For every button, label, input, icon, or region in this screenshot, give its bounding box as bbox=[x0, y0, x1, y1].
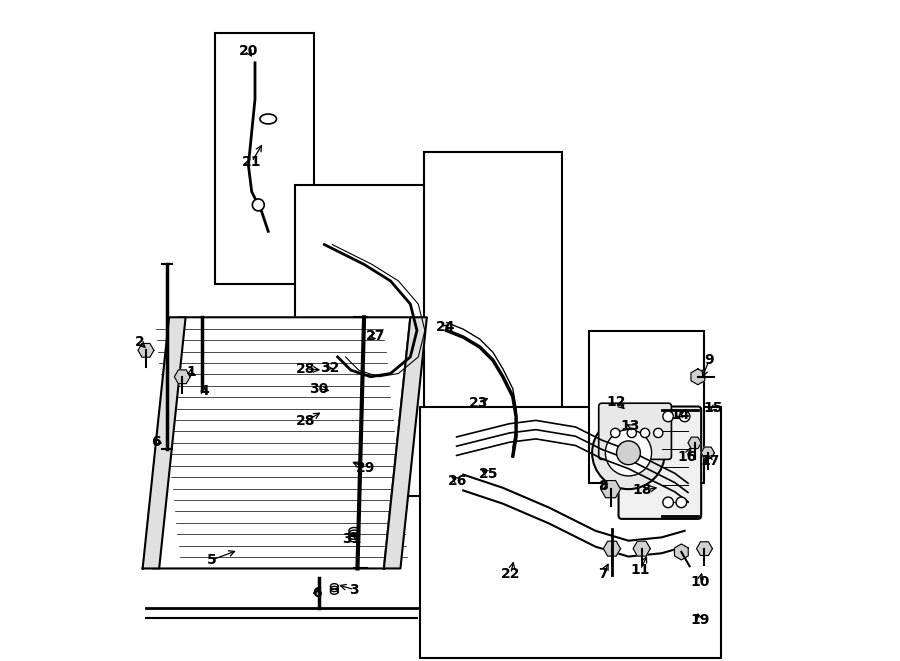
Polygon shape bbox=[674, 544, 688, 560]
Text: 4: 4 bbox=[199, 384, 209, 399]
Circle shape bbox=[627, 428, 636, 438]
Text: 21: 21 bbox=[242, 155, 262, 169]
Text: 28: 28 bbox=[296, 362, 316, 376]
Polygon shape bbox=[600, 481, 620, 498]
Text: 30: 30 bbox=[310, 381, 328, 396]
Circle shape bbox=[606, 430, 652, 476]
Text: 24: 24 bbox=[436, 320, 455, 334]
Text: 1: 1 bbox=[186, 365, 196, 379]
Polygon shape bbox=[603, 541, 620, 556]
Polygon shape bbox=[697, 542, 713, 555]
Text: 6: 6 bbox=[151, 434, 161, 449]
Text: 10: 10 bbox=[690, 574, 709, 589]
Polygon shape bbox=[688, 437, 701, 449]
Polygon shape bbox=[701, 447, 715, 459]
Polygon shape bbox=[633, 541, 651, 556]
Text: 32: 32 bbox=[320, 361, 339, 375]
Bar bbox=[420, 407, 721, 658]
Polygon shape bbox=[142, 317, 185, 568]
Circle shape bbox=[653, 428, 662, 438]
Bar bbox=[589, 330, 705, 483]
Text: 18: 18 bbox=[632, 483, 652, 498]
Polygon shape bbox=[384, 317, 427, 568]
Circle shape bbox=[676, 497, 687, 508]
Text: 19: 19 bbox=[690, 613, 709, 627]
Circle shape bbox=[592, 416, 665, 489]
Text: 14: 14 bbox=[670, 408, 689, 422]
Circle shape bbox=[662, 497, 673, 508]
Text: 28: 28 bbox=[296, 414, 316, 428]
Text: 23: 23 bbox=[469, 396, 488, 410]
FancyBboxPatch shape bbox=[618, 407, 701, 519]
Text: 8: 8 bbox=[598, 479, 608, 493]
Polygon shape bbox=[691, 369, 705, 385]
Text: 3: 3 bbox=[349, 582, 359, 597]
Text: 29: 29 bbox=[356, 461, 375, 475]
Circle shape bbox=[680, 411, 690, 422]
Polygon shape bbox=[175, 370, 190, 383]
Circle shape bbox=[610, 428, 620, 438]
Polygon shape bbox=[138, 344, 154, 357]
Bar bbox=[294, 185, 430, 496]
Bar bbox=[424, 152, 562, 496]
Text: 7: 7 bbox=[598, 566, 608, 581]
Text: 17: 17 bbox=[700, 454, 719, 469]
Text: 15: 15 bbox=[703, 401, 723, 416]
Text: 12: 12 bbox=[607, 395, 626, 409]
Text: 13: 13 bbox=[621, 419, 640, 434]
FancyBboxPatch shape bbox=[598, 403, 671, 459]
Text: 20: 20 bbox=[238, 44, 258, 58]
Ellipse shape bbox=[260, 114, 276, 124]
Circle shape bbox=[616, 441, 641, 465]
Text: 22: 22 bbox=[501, 566, 520, 581]
Polygon shape bbox=[153, 317, 410, 568]
Circle shape bbox=[641, 428, 650, 438]
Text: 16: 16 bbox=[677, 450, 697, 465]
Text: 6: 6 bbox=[311, 586, 321, 600]
Bar bbox=[215, 33, 314, 284]
Text: 9: 9 bbox=[705, 353, 714, 368]
Text: 2: 2 bbox=[134, 334, 144, 349]
Text: 11: 11 bbox=[631, 563, 650, 577]
Circle shape bbox=[662, 411, 673, 422]
Text: 27: 27 bbox=[365, 329, 385, 343]
Text: 26: 26 bbox=[448, 474, 468, 488]
Text: 5: 5 bbox=[207, 553, 217, 567]
Ellipse shape bbox=[252, 199, 265, 211]
Text: 25: 25 bbox=[479, 467, 498, 481]
Text: 31: 31 bbox=[343, 531, 362, 546]
